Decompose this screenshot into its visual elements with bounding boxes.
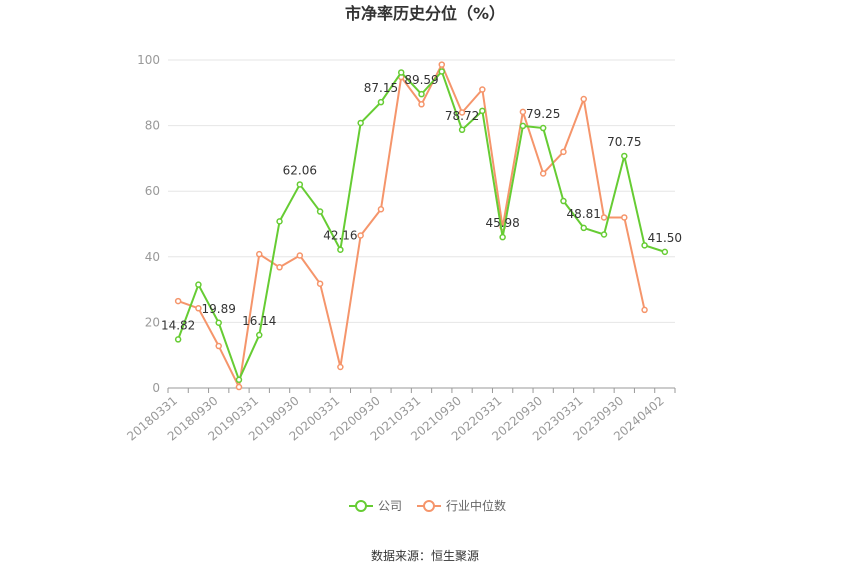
data-point [539,170,547,177]
data-point [215,342,222,350]
data-label: 48.81 [567,207,601,221]
data-point [418,90,425,98]
legend-label: 行业中位数 [446,498,506,513]
series-industry-median [174,61,648,391]
data-point [357,119,364,127]
data-point [276,218,283,225]
y-tick-label: 20 [145,315,160,329]
data-point [580,224,587,232]
data-label: 70.75 [607,135,641,149]
series-layer [174,61,669,391]
grid [168,59,675,323]
data-point [316,208,324,215]
y-tick-label: 80 [145,119,160,133]
data-point [621,214,628,221]
data-point [195,305,202,312]
data-point [479,86,486,93]
source-note: 数据来源：恒生聚源 [371,548,479,563]
data-point [235,383,243,391]
data-point [580,95,587,103]
data-label: 78.72 [445,109,479,123]
y-tick-label: 40 [145,250,160,264]
series-company [174,68,669,384]
data-point [600,214,608,221]
data-point [438,68,446,75]
data-point [337,246,344,253]
data-point [641,242,648,249]
data-point [195,281,202,288]
data-point [256,250,263,258]
data-point [661,248,669,256]
data-label: 19.89 [202,302,236,316]
data-label: 41.50 [648,231,682,245]
data-point [479,107,486,115]
data-point [560,197,567,205]
data-point [296,252,304,259]
legend-marker [355,500,367,512]
data-point [458,126,466,134]
series-line [177,70,666,381]
x-axis: 2018033120180930201903312019093020200331… [124,387,676,444]
data-point [215,319,222,327]
data-point [438,61,446,68]
data-point [458,109,466,116]
data-point [560,148,567,156]
data-label: 89.59 [404,73,438,87]
data-point [276,264,283,271]
data-label: 87.15 [364,81,398,95]
data-point [519,108,527,116]
data-point [499,233,506,241]
data-labels: 14.82 19.89 16.14 62.06 42.16 87.15 89.59 78.72… [161,73,682,332]
data-point [377,205,385,213]
y-tick-label: 60 [145,184,160,198]
data-point [235,376,243,384]
data-label: 16.14 [242,314,276,328]
data-point [519,122,527,130]
y-tick-label: 100 [137,53,160,67]
data-label: 79.25 [526,107,560,121]
legend: 公司 行业中位数 [349,498,506,513]
legend-label: 公司 [378,499,402,513]
data-point [174,297,182,305]
data-point [337,363,344,371]
data-point [600,231,608,238]
data-label: 14.82 [161,318,195,332]
data-point [357,232,364,239]
data-label: 62.06 [283,163,317,177]
data-point [397,69,405,76]
legend-item-industry-median: 行业中位数 [417,498,506,513]
series-line [177,63,646,389]
data-point [621,152,628,160]
y-tick-label: 0 [152,381,160,395]
legend-item-company: 公司 [349,499,402,513]
y-axis: 0 20 40 60 80 100 [137,53,160,395]
data-point [418,101,425,108]
data-point [296,181,304,188]
data-label: 45.98 [485,216,519,230]
data-label: 42.16 [323,229,357,243]
data-point [316,280,324,287]
data-point [377,98,385,106]
data-point [174,336,182,343]
chart-title: 市净率历史分位（%） [345,4,505,23]
legend-marker [423,500,435,512]
data-point [256,331,263,339]
data-point [641,306,648,314]
data-point [539,124,547,132]
